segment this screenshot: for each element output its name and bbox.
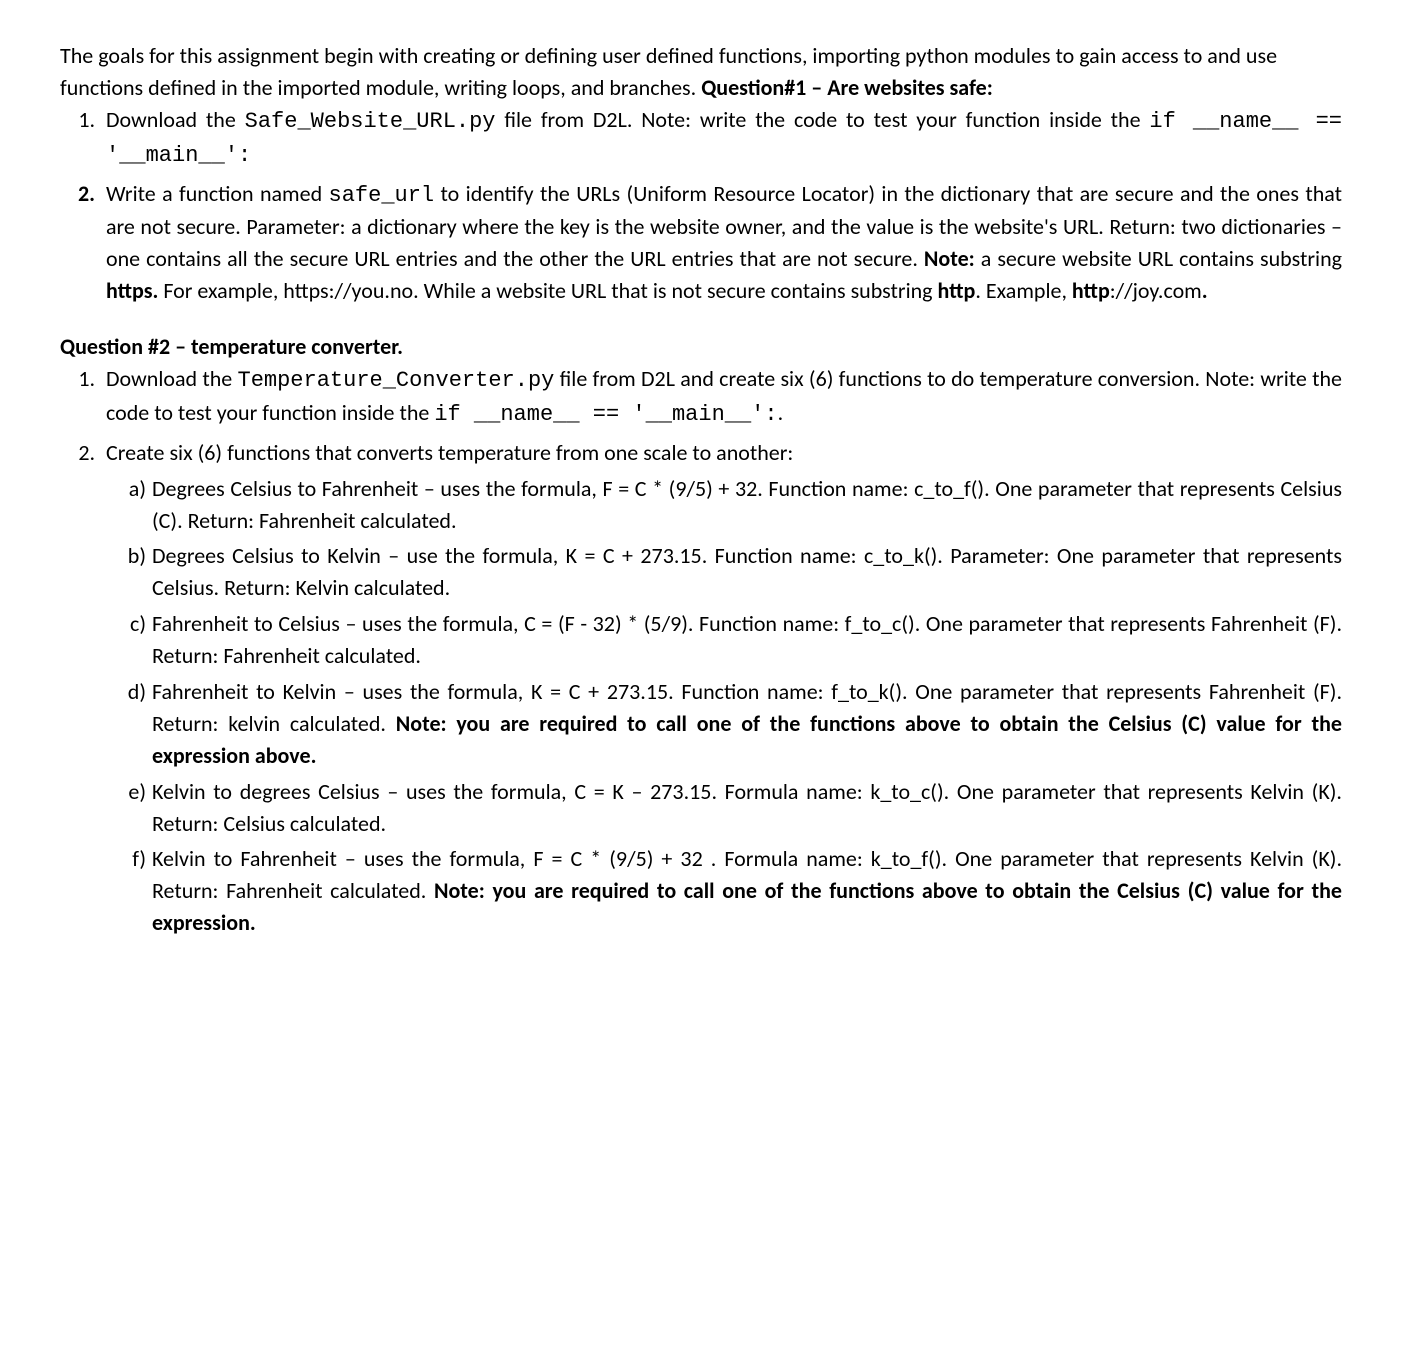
q2-sub-e: Kelvin to degrees Celsius – uses the for… xyxy=(146,776,1342,840)
q2-sub-d: Fahrenheit to Kelvin – uses the formula,… xyxy=(146,676,1342,772)
q1-item-2: Write a function named safe_url to ident… xyxy=(100,178,1342,308)
text: Download the xyxy=(106,106,245,133)
q2-sub-c: Fahrenheit to Celsius – uses the formula… xyxy=(146,608,1342,672)
http-label: http xyxy=(938,277,976,304)
code-filename: Safe_Website_URL.py xyxy=(245,109,496,134)
text: Write a function named xyxy=(106,180,329,207)
q2-item-1: Download the Temperature_Converter.py fi… xyxy=(100,363,1342,431)
https-label: https. xyxy=(106,277,158,304)
text: Fahrenheit to Celsius – uses the formula… xyxy=(152,610,1342,669)
text: a secure website URL contains substring xyxy=(975,245,1342,272)
code-func-name: safe_url xyxy=(329,183,435,208)
text: Kelvin to degrees Celsius – uses the for… xyxy=(152,778,1342,837)
q1-list: Download the Safe_Website_URL.py file fr… xyxy=(60,104,1342,307)
note-label: Note: xyxy=(924,245,975,272)
text: ://joy.com xyxy=(1110,277,1202,304)
text: For example, https://you.no. While a web… xyxy=(158,277,937,304)
code-main-guard: if __name__ == '__main__': xyxy=(434,402,777,427)
text: file from D2L. Note: write the code to t… xyxy=(496,106,1150,133)
q1-heading: Question#1 – Are websites safe: xyxy=(701,74,993,101)
q2-item-2: Create six (6) functions that converts t… xyxy=(100,437,1342,939)
q2-sub-b: Degrees Celsius to Kelvin – use the form… xyxy=(146,540,1342,604)
text: Create six (6) functions that converts t… xyxy=(106,439,793,466)
q2-sub-f: Kelvin to Fahrenheit – uses the formula,… xyxy=(146,843,1342,939)
q1-item-1: Download the Safe_Website_URL.py file fr… xyxy=(100,104,1342,172)
q2-list: Download the Temperature_Converter.py fi… xyxy=(60,363,1342,939)
text: Download the xyxy=(106,365,238,392)
text: Degrees Celsius to Kelvin – use the form… xyxy=(152,542,1342,601)
code-filename: Temperature_Converter.py xyxy=(238,368,555,393)
q2-heading: Question #2 – temperature converter. xyxy=(60,333,403,360)
http-example: http xyxy=(1072,277,1110,304)
q2-sub-a: Degrees Celsius to Fahrenheit – uses the… xyxy=(146,473,1342,537)
text: . xyxy=(778,399,784,426)
q2-sublist: Degrees Celsius to Fahrenheit – uses the… xyxy=(106,473,1342,939)
text: Degrees Celsius to Fahrenheit – uses the… xyxy=(152,475,1342,534)
period: . xyxy=(1202,277,1208,304)
intro-paragraph: The goals for this assignment begin with… xyxy=(60,42,1277,101)
text: . Example, xyxy=(975,277,1072,304)
